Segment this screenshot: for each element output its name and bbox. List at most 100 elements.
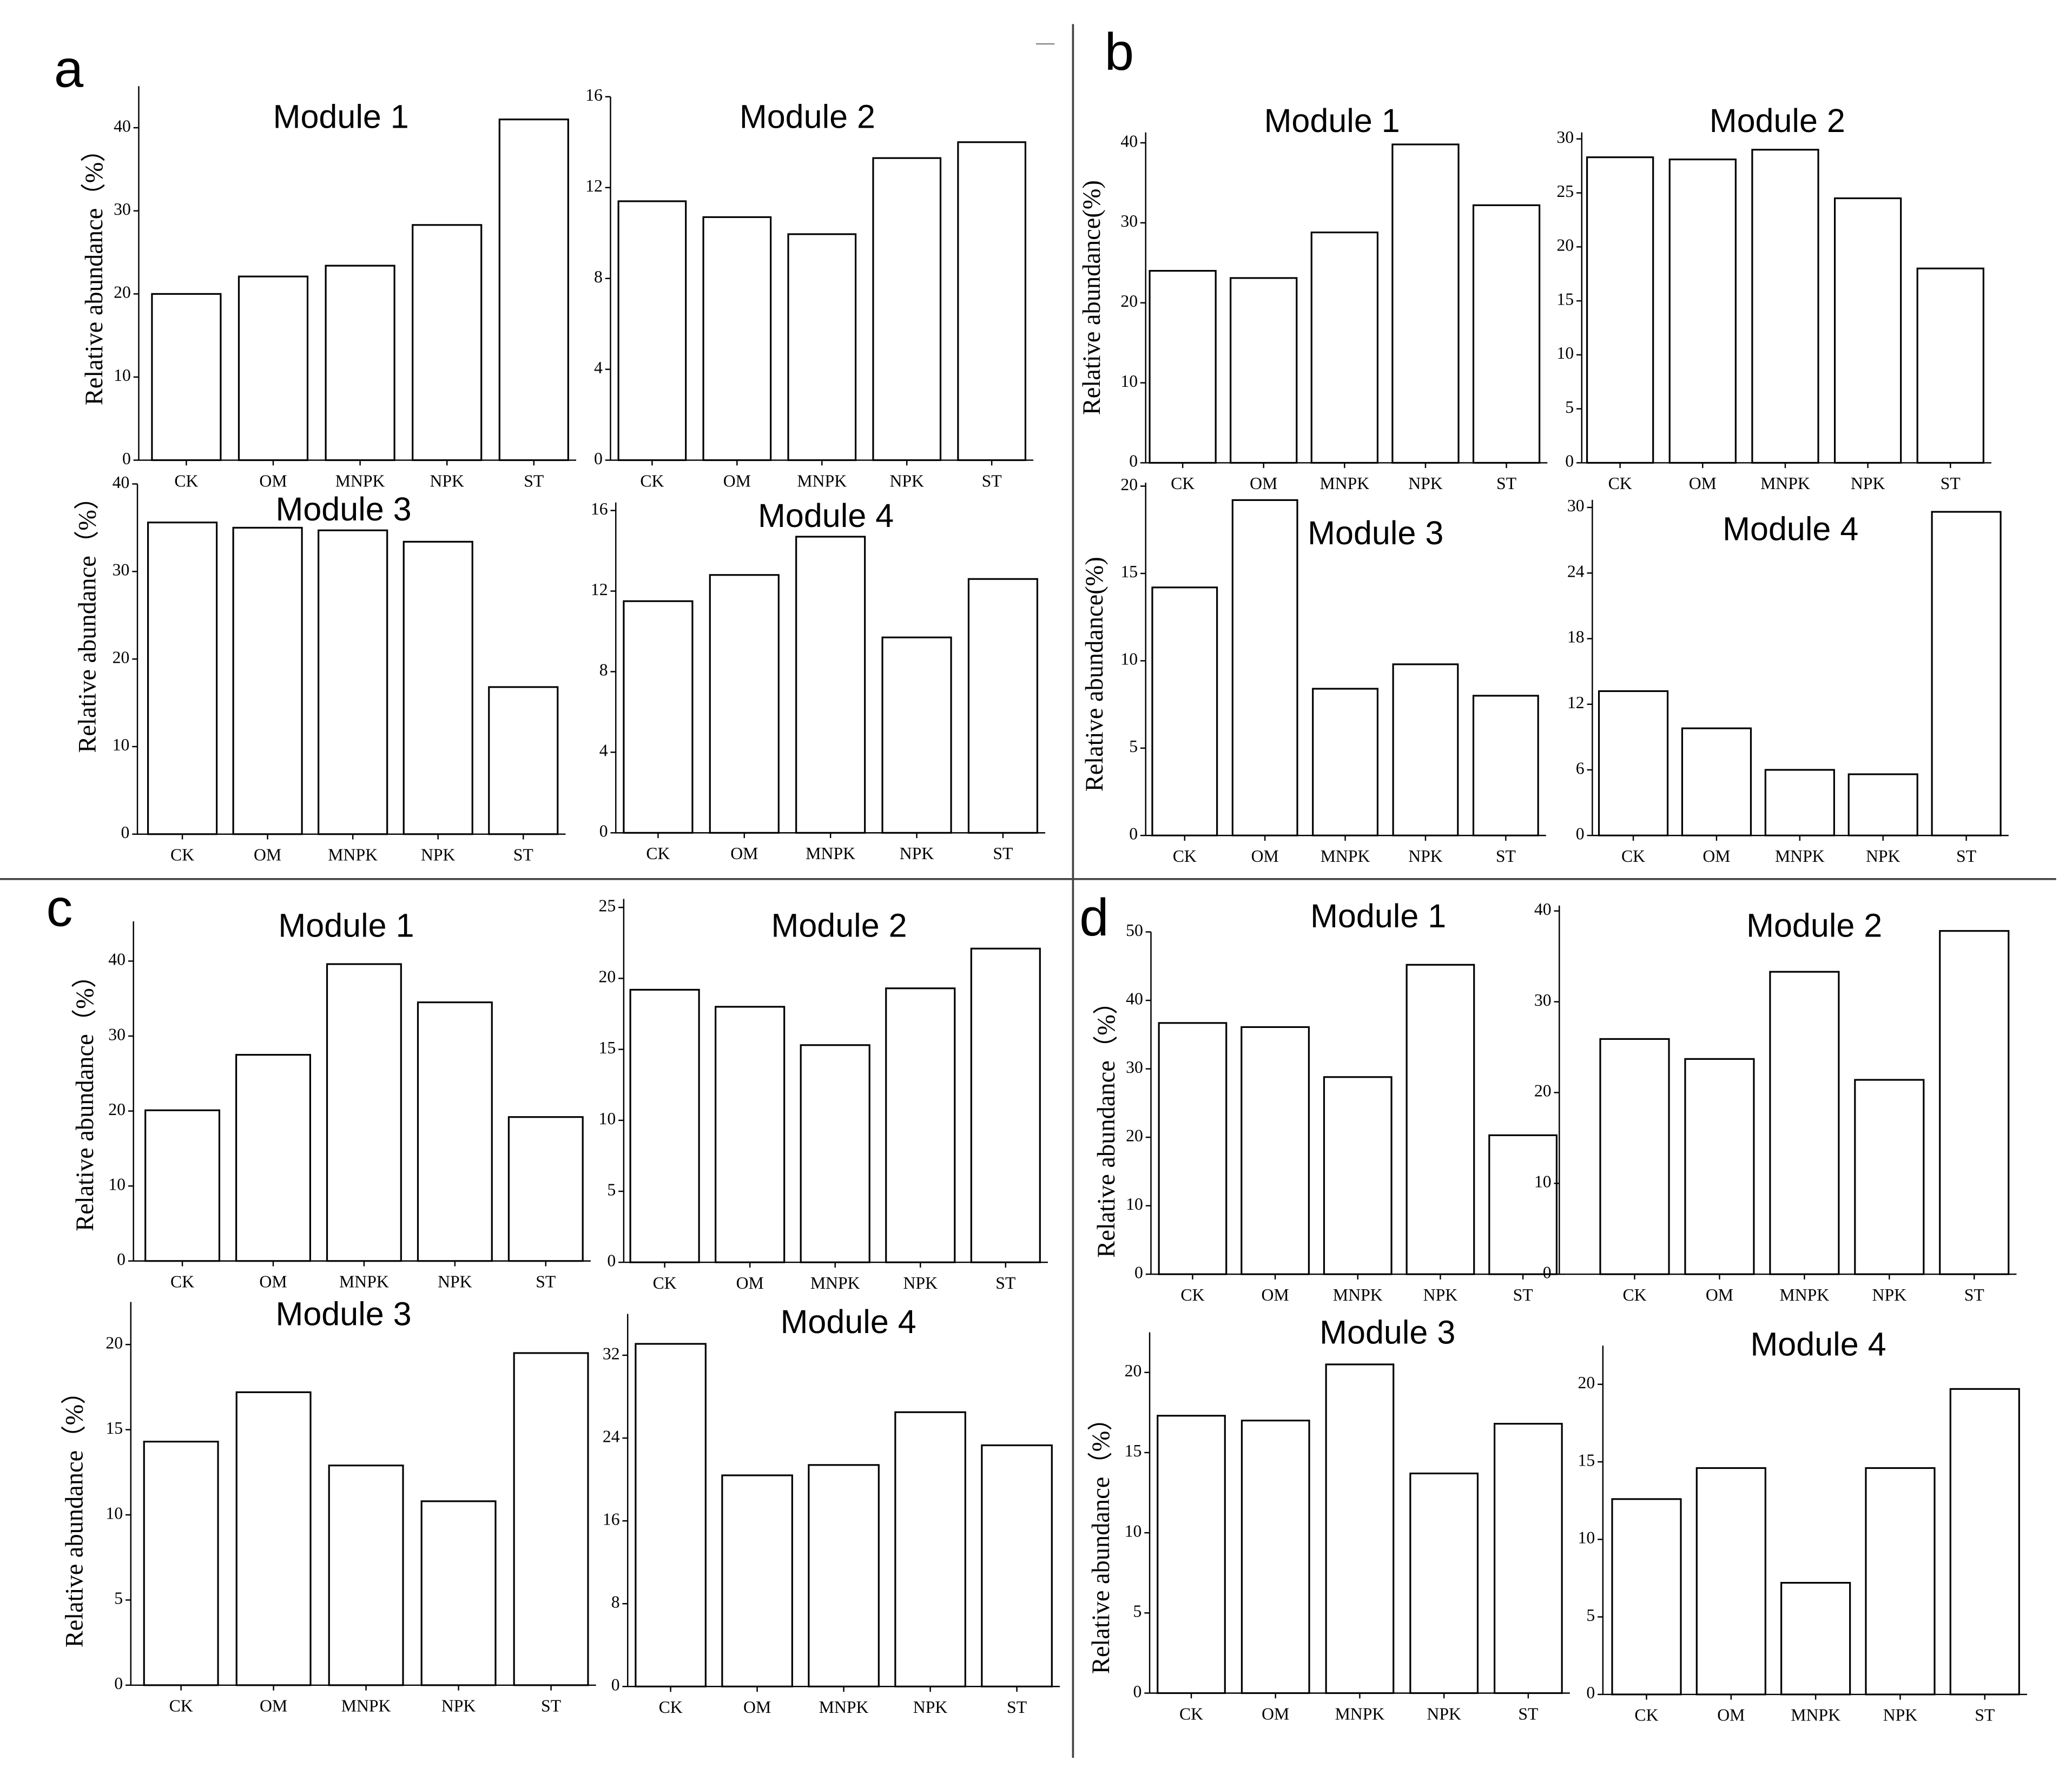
panel-label: a — [54, 39, 84, 98]
chart-title: Module 1 — [1264, 102, 1400, 139]
y-tick-label: 0 — [121, 823, 130, 842]
y-tick-label: 8 — [611, 1592, 620, 1611]
bar — [1751, 149, 1819, 464]
y-tick-label: 24 — [1567, 562, 1585, 581]
bar — [800, 1044, 870, 1263]
x-tick-label: CK — [1608, 474, 1632, 493]
y-tick-label: 20 — [114, 283, 131, 302]
y-tick-label: 0 — [599, 822, 608, 841]
y-tick-label: 12 — [1567, 693, 1585, 712]
y-tick-label: 0 — [114, 1674, 123, 1693]
y-tick-label: 16 — [603, 1509, 620, 1528]
subplot: 0 5 10 15 20 CK OM MNPK NPK ST Module 4 — [1578, 1326, 2027, 1725]
x-tick-label: OM — [1706, 1285, 1733, 1304]
bar — [872, 157, 942, 461]
y-tick-label: 20 — [1534, 1081, 1552, 1100]
x-tick-label: MNPK — [806, 844, 855, 863]
bar — [1598, 690, 1669, 836]
bar — [1323, 1076, 1393, 1275]
bar — [1325, 1363, 1395, 1694]
bar — [721, 1474, 793, 1687]
bar — [1472, 204, 1541, 464]
x-tick-label: MNPK — [819, 1698, 869, 1717]
y-tick-label: 5 — [607, 1180, 616, 1199]
y-tick-label: 40 — [1534, 900, 1552, 919]
bar — [957, 141, 1027, 461]
x-tick-label: NPK — [421, 846, 456, 865]
y-tick-label: 0 — [594, 449, 603, 468]
x-tick-label: OM — [1250, 474, 1277, 493]
bar — [1949, 1388, 2020, 1696]
x-tick-label: ST — [536, 1272, 556, 1291]
x-tick-label: MNPK — [341, 1697, 391, 1716]
y-tick-label: 10 — [1120, 372, 1138, 391]
y-tick-label: 8 — [594, 267, 603, 286]
y-tick-label: 10 — [113, 735, 130, 754]
x-tick-label: CK — [1179, 1704, 1203, 1723]
y-tick-label: 10 — [114, 366, 131, 385]
y-tick-label: 20 — [1120, 475, 1138, 494]
y-tick-label: 15 — [1578, 1450, 1595, 1469]
y-tick-label: 30 — [1126, 1058, 1143, 1077]
y-tick-label: 18 — [1567, 628, 1585, 647]
bar — [1310, 232, 1379, 464]
y-tick-label: 10 — [1534, 1172, 1552, 1191]
y-tick-label: 30 — [108, 1025, 126, 1044]
subplot: 0 10 20 30 40 CK OM MNPK NPK ST Module 3 Relative a… — [74, 473, 566, 865]
x-tick-label: ST — [993, 844, 1013, 863]
bar — [1230, 277, 1298, 464]
bar — [1668, 159, 1737, 464]
bar — [1409, 1472, 1479, 1694]
y-tick-label: 10 — [105, 1503, 123, 1522]
y-tick-label: 20 — [1578, 1373, 1595, 1392]
y-tick-label: 40 — [108, 950, 126, 969]
subplot: 0 5 10 15 20 CK OM MNPK NPK ST Module 3 Relative ab… — [1081, 475, 1546, 866]
x-tick-label: OM — [743, 1698, 771, 1717]
x-tick-label: ST — [1941, 474, 1961, 493]
x-tick-label: CK — [653, 1274, 677, 1292]
x-tick-label: OM — [1689, 474, 1717, 493]
bar — [235, 1054, 311, 1262]
y-tick-label: 12 — [591, 580, 608, 599]
y-tick-label: 0 — [122, 449, 131, 468]
y-tick-label: 20 — [1126, 1126, 1143, 1145]
y-tick-label: 20 — [1556, 236, 1574, 255]
x-tick-label: NPK — [1423, 1285, 1458, 1304]
chart-title: Module 3 — [1319, 1314, 1455, 1351]
y-axis-label: Relative abundance（%） — [1093, 990, 1120, 1258]
x-tick-label: CK — [640, 471, 664, 490]
y-tick-label: 5 — [1565, 398, 1574, 417]
bar — [1780, 1581, 1851, 1696]
subplot: 0 10 20 30 40 CK OM MNPK NPK ST Module 1 Relative a… — [1078, 102, 1548, 493]
y-tick-label: 10 — [1126, 1195, 1143, 1214]
bar — [970, 947, 1041, 1263]
x-tick-label: NPK — [913, 1698, 948, 1717]
bar — [488, 686, 559, 835]
bar — [1769, 971, 1840, 1275]
y-tick-label: 10 — [599, 1109, 616, 1128]
bar — [235, 1391, 312, 1686]
y-tick-label: 0 — [607, 1251, 616, 1270]
subplot: 0 10 20 30 40 CK OM MNPK NPK ST Module 2 — [1534, 900, 2017, 1304]
y-tick-label: 20 — [113, 648, 130, 667]
x-tick-label: NPK — [1408, 847, 1443, 866]
bar — [623, 600, 694, 834]
x-tick-label: MNPK — [797, 471, 847, 490]
x-tick-label: OM — [1262, 1704, 1289, 1723]
bar — [795, 536, 866, 834]
y-tick-label: 10 — [108, 1175, 126, 1193]
y-tick-label: 0 — [1129, 825, 1138, 843]
bar — [507, 1116, 584, 1262]
y-tick-label: 25 — [1556, 182, 1574, 201]
x-tick-label: OM — [736, 1274, 764, 1292]
subplot: 0 10 20 30 40 50 CK OM MNPK NPK ST Module 1 Relative… — [1093, 898, 1565, 1304]
y-tick-label: 30 — [114, 200, 131, 219]
bar — [147, 522, 218, 835]
x-tick-label: ST — [995, 1274, 1015, 1292]
x-tick-label: NPK — [903, 1274, 938, 1292]
x-tick-label: OM — [260, 1697, 287, 1716]
y-tick-label: 5 — [114, 1589, 123, 1608]
bar — [1939, 930, 2010, 1275]
chart-title: Module 3 — [276, 491, 412, 527]
y-axis-label: Relative abundance（%） — [81, 137, 108, 405]
